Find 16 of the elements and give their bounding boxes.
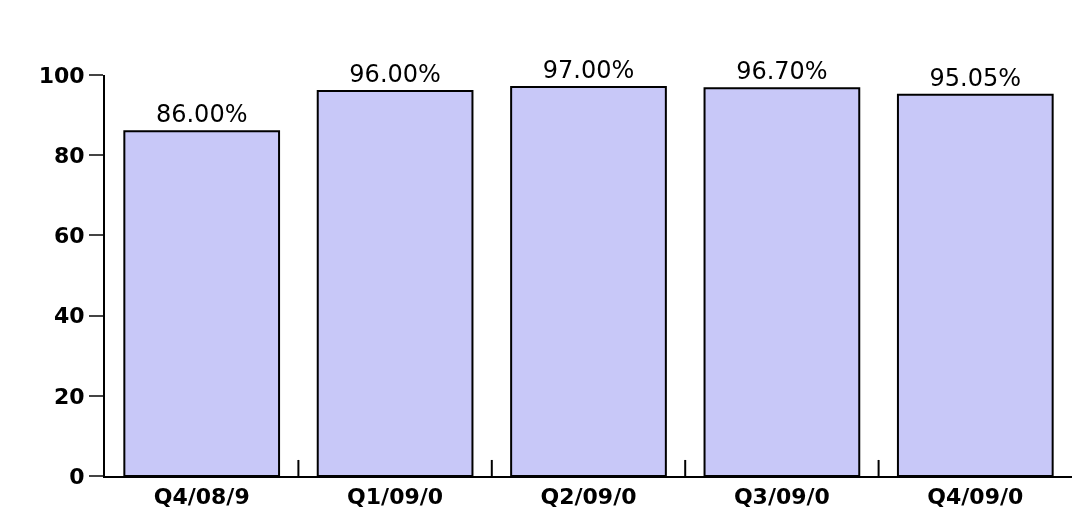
data-label: 97.00% (542, 56, 635, 85)
data-label: 96.00% (349, 60, 441, 89)
x-tick-label: Q4/09/0 (927, 484, 1024, 510)
x-tick-label: Q4/08/9 (153, 484, 250, 510)
data-label: 96.70% (736, 57, 828, 86)
data-label: 86.00% (155, 100, 248, 129)
x-tick-label: Q2/09/0 (540, 484, 637, 510)
data-label: 95.05% (929, 63, 1022, 92)
y-tick-label: 20 (53, 383, 85, 409)
y-tick-label: 0 (69, 463, 85, 489)
y-tick-label: 40 (53, 303, 85, 329)
x-tick-label: Q3/09/0 (733, 484, 830, 510)
x-tick-label: Q1/09/0 (347, 484, 444, 510)
y-tick-label: 60 (53, 223, 85, 249)
y-tick-label: 80 (53, 142, 85, 168)
y-tick-label: 100 (38, 62, 85, 88)
